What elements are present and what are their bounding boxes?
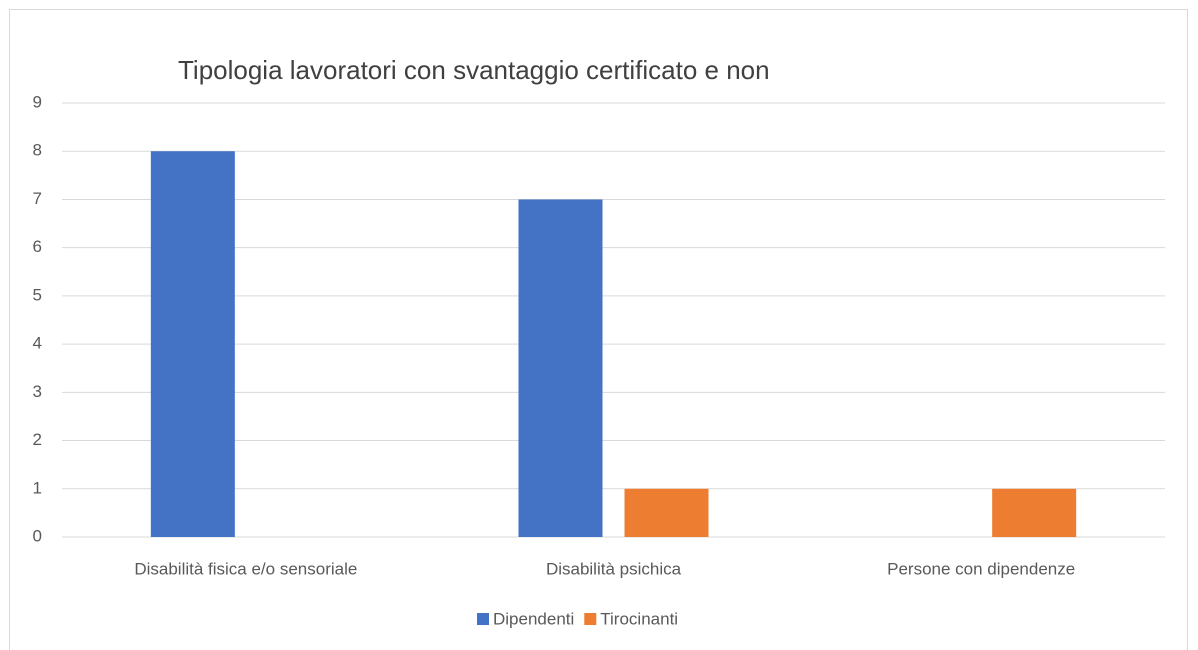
y-tick-label: 0 [33, 526, 42, 545]
legend-label: Tirocinanti [600, 609, 678, 628]
y-tick-label: 8 [33, 141, 42, 160]
y-tick-label: 4 [33, 334, 42, 353]
bar [992, 488, 1077, 537]
bar [518, 199, 603, 537]
y-tick-label: 9 [33, 92, 42, 111]
y-tick-label: 2 [33, 430, 42, 449]
y-tick-label: 5 [33, 285, 42, 304]
x-tick-label: Persone con dipendenze [887, 559, 1075, 578]
y-tick-label: 6 [33, 237, 42, 256]
legend-label: Dipendenti [493, 609, 574, 628]
x-tick-label: Disabilità fisica e/o sensoriale [134, 559, 357, 578]
legend-swatch [584, 613, 597, 625]
y-tick-label: 1 [33, 478, 42, 497]
bar [624, 488, 709, 537]
y-tick-label: 7 [33, 189, 42, 208]
chart-title: Tipologia lavoratori con svantaggio cert… [178, 55, 770, 85]
legend-swatch [477, 613, 489, 625]
x-tick-label: Disabilità psichica [546, 559, 682, 578]
y-tick-label: 3 [33, 382, 42, 401]
bar [150, 151, 235, 537]
